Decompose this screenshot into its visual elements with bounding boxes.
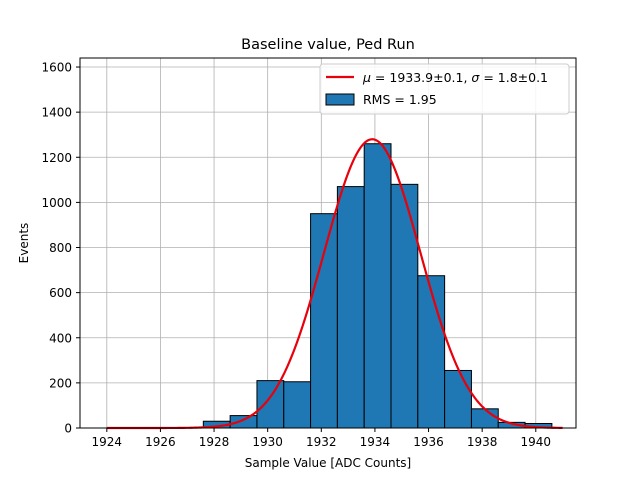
- histogram-bar: [417, 275, 446, 429]
- y-tick-label: 600: [49, 286, 72, 300]
- x-axis-ticks: 1924 1926 1928 1930 1932 1934 1936 1938 1940: [92, 428, 552, 449]
- y-tick-label: 1200: [41, 151, 72, 165]
- x-tick-label: 1924: [92, 435, 123, 449]
- plot-frame: [79, 57, 577, 429]
- legend-fit-label: μ = 1933.9±0.1, σ = 1.8±0.1: [362, 70, 548, 85]
- x-tick-label: 1936: [413, 435, 444, 449]
- x-tick-label: 1928: [199, 435, 230, 449]
- histogram-bar: [470, 408, 499, 429]
- x-tick-label: 1934: [360, 435, 391, 449]
- legend-sigma-value: = 1.8±0.1: [479, 70, 548, 85]
- y-tick-label: 1600: [41, 61, 72, 75]
- histogram-bars: [202, 143, 553, 429]
- histogram-bar: [444, 369, 472, 429]
- y-tick-label: 200: [49, 376, 72, 390]
- y-axis-ticks: 0 200 400 600 800 1000 1200 1400 1600: [41, 61, 80, 436]
- legend: μ = 1933.9±0.1, σ = 1.8±0.1 RMS = 1.95: [319, 63, 570, 115]
- x-tick-label: 1930: [252, 435, 283, 449]
- y-tick-label: 400: [49, 331, 72, 345]
- legend-sigma-symbol: σ: [471, 70, 480, 85]
- x-tick-label: 1940: [521, 435, 552, 449]
- histogram-bar: [229, 415, 258, 429]
- x-tick-label: 1926: [145, 435, 176, 449]
- legend-box: [319, 63, 570, 115]
- y-tick-label: 800: [49, 241, 72, 255]
- x-tick-label: 1932: [306, 435, 337, 449]
- histogram-bar: [390, 183, 419, 429]
- legend-hist-swatch: [325, 93, 355, 106]
- legend-mu-value: = 1933.9±0.1,: [371, 70, 471, 85]
- histogram-bar: [336, 186, 365, 429]
- chart-title: Baseline value, Ped Run: [241, 37, 415, 53]
- legend-mu-symbol: μ: [362, 70, 371, 85]
- x-axis-label: Sample Value [ADC Counts]: [245, 456, 411, 470]
- histogram-bar: [310, 213, 338, 429]
- x-tick-label: 1938: [467, 435, 498, 449]
- legend-hist-label: RMS = 1.95: [363, 92, 437, 107]
- histogram-bar: [283, 381, 312, 429]
- histogram-bar: [363, 143, 392, 429]
- y-axis-label: Events: [17, 223, 31, 264]
- histogram-bar: [256, 380, 285, 429]
- y-tick-label: 1400: [41, 106, 72, 120]
- y-tick-label: 0: [64, 422, 72, 436]
- y-tick-label: 1000: [41, 196, 72, 210]
